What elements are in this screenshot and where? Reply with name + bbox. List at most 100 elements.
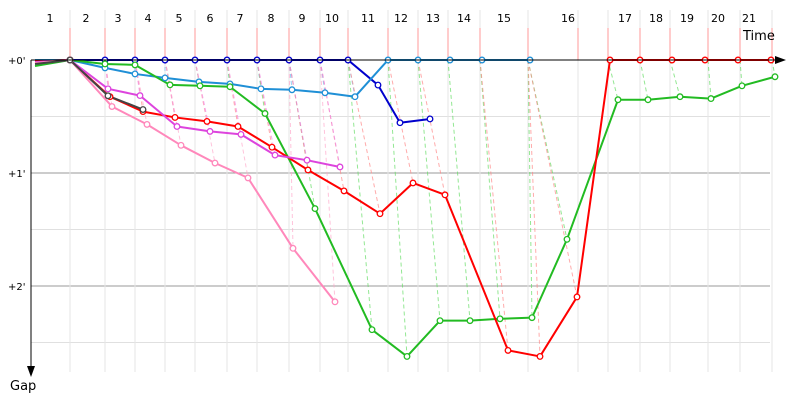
series-point xyxy=(139,106,147,113)
y-axis-arrow xyxy=(27,366,35,377)
series-point xyxy=(136,92,144,100)
series-lines xyxy=(34,59,776,358)
series-point xyxy=(166,81,174,89)
lap-connector xyxy=(479,59,501,319)
lap-connector xyxy=(164,59,182,146)
lap-connector xyxy=(639,59,649,100)
lap-connector xyxy=(527,59,578,298)
series-point xyxy=(131,61,139,69)
lap-connector xyxy=(527,59,541,357)
lap-connector xyxy=(347,59,356,97)
lap-label: 15 xyxy=(497,12,511,25)
series-point xyxy=(244,174,252,182)
series-point xyxy=(331,298,339,306)
series-point xyxy=(171,113,179,121)
series-point xyxy=(504,346,512,354)
lap-connector xyxy=(319,59,341,168)
lap-connector xyxy=(527,59,533,318)
gap-tick-label: +1' xyxy=(8,169,26,180)
series-point xyxy=(528,314,536,322)
lap-label: 11 xyxy=(361,12,375,25)
series-point xyxy=(271,151,279,159)
lap-connector xyxy=(527,59,568,240)
series-point xyxy=(321,89,329,97)
series-point xyxy=(237,130,245,138)
series-point xyxy=(226,83,234,91)
lap-connector xyxy=(226,59,249,178)
series-point xyxy=(104,85,112,93)
lap-connector xyxy=(194,59,216,164)
series-line xyxy=(34,59,341,168)
series-point xyxy=(173,123,181,130)
lap-label: 3 xyxy=(115,12,122,25)
grid xyxy=(31,10,773,372)
series-point xyxy=(409,179,417,187)
series-point xyxy=(351,93,359,101)
lap-label: 9 xyxy=(299,12,306,25)
series-point xyxy=(614,96,622,104)
series-point xyxy=(563,235,571,243)
series-point xyxy=(536,352,544,360)
lap-label: 5 xyxy=(176,12,183,25)
lap-connector xyxy=(479,59,509,351)
series-point xyxy=(108,103,116,110)
series-point xyxy=(261,110,269,117)
lap-label: 10 xyxy=(325,12,339,25)
lap-connector xyxy=(288,59,293,90)
series-point xyxy=(211,159,219,167)
lap-label: 2 xyxy=(83,12,90,25)
lap-connector xyxy=(417,59,441,321)
lap-boundaries xyxy=(69,28,773,60)
lap-connector xyxy=(669,59,681,97)
lap-label: 4 xyxy=(145,12,152,25)
lap-connectors xyxy=(104,59,776,357)
series-line xyxy=(34,59,144,111)
series-point xyxy=(161,74,169,82)
lap-connector xyxy=(194,59,211,132)
series-point xyxy=(738,82,746,90)
series-point xyxy=(676,93,684,101)
series-point xyxy=(644,96,652,104)
lap-label: 19 xyxy=(680,12,694,25)
lap-label: 18 xyxy=(649,12,663,25)
series-point xyxy=(573,293,581,301)
labels: 1 2 3 4 5 6 7 8 9 10 11 12 13 14 15 16 17 18 19 20 21+0'+1'+… xyxy=(8,12,756,293)
series-point xyxy=(441,191,449,199)
series-point xyxy=(403,352,411,360)
series-point xyxy=(131,70,139,78)
lap-label: 8 xyxy=(268,12,275,25)
lap-connector xyxy=(134,59,141,96)
series-point xyxy=(396,119,404,127)
lap-label: 12 xyxy=(394,12,408,25)
series-point xyxy=(177,141,185,149)
series-point xyxy=(289,244,297,252)
lap-connector xyxy=(288,59,308,161)
series-points xyxy=(66,56,779,360)
series-point xyxy=(426,115,434,123)
series-point xyxy=(496,315,504,323)
series-point xyxy=(303,156,311,164)
lap-connector xyxy=(256,59,276,156)
series-point xyxy=(203,117,211,125)
lap-connector xyxy=(347,59,373,330)
lap-label: 16 xyxy=(561,12,575,25)
series-point xyxy=(304,166,312,174)
series-point xyxy=(374,81,382,89)
lap-label: 17 xyxy=(618,12,632,25)
lap-label: 13 xyxy=(426,12,440,25)
series-point xyxy=(268,143,276,151)
lap-label: 14 xyxy=(457,12,471,25)
lap-connector xyxy=(417,59,446,195)
series-line xyxy=(34,59,771,358)
series-point xyxy=(376,210,384,218)
gap-tick-label: +0' xyxy=(8,56,26,67)
lap-connector xyxy=(104,59,109,89)
series-point xyxy=(771,73,779,81)
series-point xyxy=(101,60,109,68)
axes: Time Gap xyxy=(10,29,786,394)
series-point xyxy=(336,163,344,171)
series-point xyxy=(436,317,444,325)
lap-label: 1 xyxy=(47,12,54,25)
x-axis-title: Time xyxy=(742,29,775,44)
